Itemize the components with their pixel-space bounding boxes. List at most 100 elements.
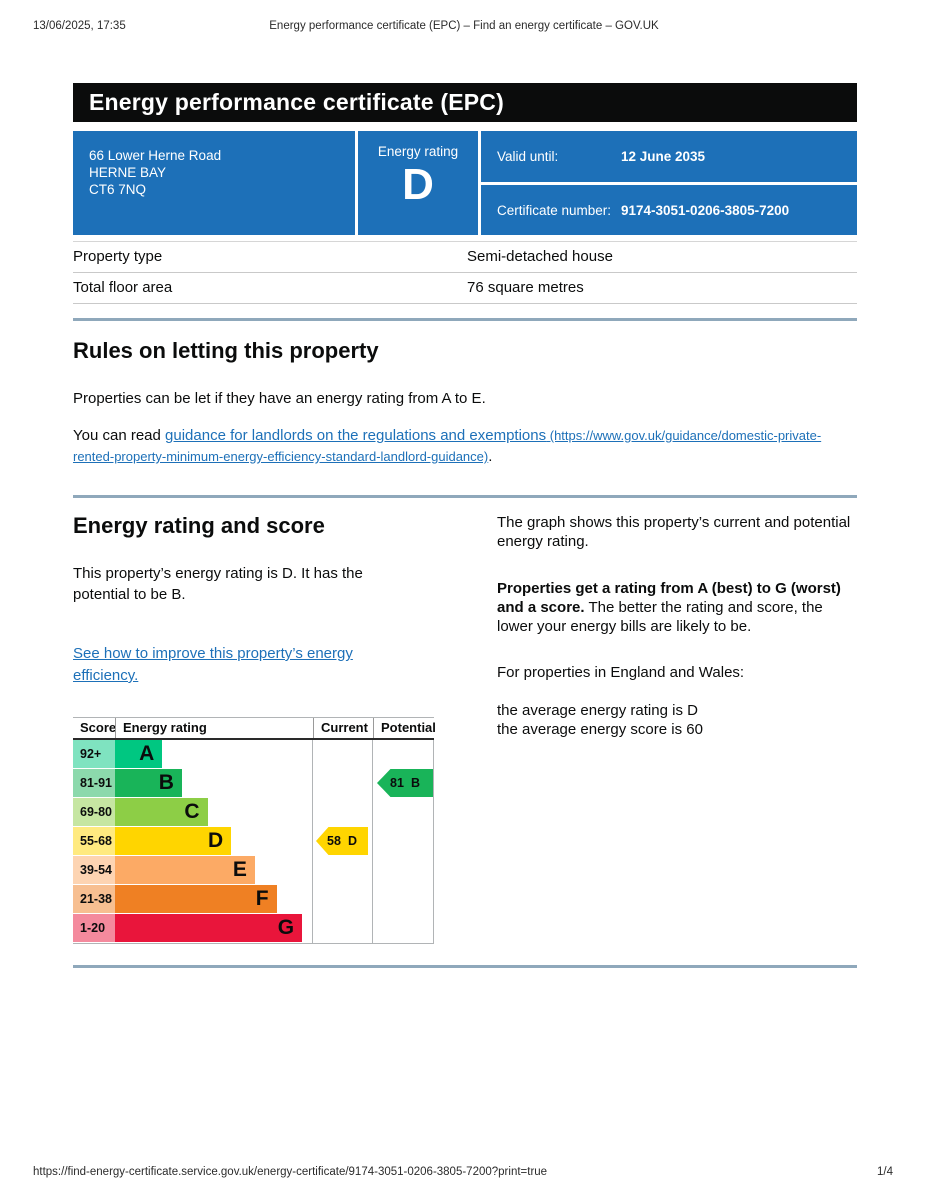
table-row: Property type Semi-detached house: [73, 241, 857, 273]
band-bar: A: [115, 740, 163, 768]
score-range: 92+: [73, 740, 115, 768]
score-range: 1-20: [73, 914, 115, 942]
average-rating-line: the average energy rating is D: [497, 702, 698, 719]
current-cell: [313, 914, 373, 943]
print-footer-url: https://find-energy-certificate.service.…: [33, 1166, 548, 1178]
band-row-g: 1-20 G: [73, 914, 434, 943]
current-cell: [313, 856, 373, 885]
rules-section-heading: Rules on letting this property: [73, 338, 379, 363]
energy-rating-section: Energy rating and score This property’s …: [73, 513, 857, 944]
guidance-prefix-text: You can read: [73, 427, 166, 444]
band-bar: G: [115, 914, 303, 942]
floor-area-value: 76 square metres: [467, 279, 584, 296]
improve-link-paragraph: See how to improve this property’s energ…: [73, 643, 383, 687]
england-wales-text: For properties in England and Wales:: [497, 664, 745, 681]
potential-cell: [373, 798, 434, 827]
band-row-f: 21-38 F: [73, 885, 434, 914]
print-header: 13/06/2025, 17:35 Energy performance cer…: [33, 20, 895, 34]
band-bar: F: [115, 885, 277, 913]
address-line-3: CT6 7NQ: [89, 182, 147, 197]
chart-body: 92+ A 81-91 B 81 B 69-80 C: [73, 740, 434, 944]
print-datetime: 13/06/2025, 17:35: [33, 20, 126, 32]
section-divider: [73, 965, 857, 968]
section-divider: [73, 495, 857, 498]
rating-explain-rest: The better the rating and score, the low…: [497, 599, 823, 635]
current-score: 58: [327, 834, 341, 848]
potential-cell: [373, 885, 434, 914]
band-bar: B: [115, 769, 182, 797]
band-row-b: 81-91 B 81 B: [73, 769, 434, 798]
current-cell: [313, 769, 373, 798]
rating-section-heading: Energy rating and score: [73, 513, 325, 538]
score-range: 81-91: [73, 769, 115, 797]
certificate-summary-panel: 66 Lower Herne Road HERNE BAY CT6 7NQ En…: [73, 131, 857, 235]
rating-left-column: Energy rating and score This property’s …: [73, 513, 463, 944]
energy-rating-badge: Energy rating D: [358, 131, 478, 235]
epc-banner: Energy performance certificate (EPC): [73, 83, 857, 122]
current-cell: [313, 740, 373, 769]
current-cell: 58 D: [313, 827, 373, 856]
potential-cell: [373, 914, 434, 943]
energy-rating-label: Energy rating: [377, 144, 459, 159]
band-bar-cell: G: [115, 914, 313, 943]
graph-intro-text: The graph shows this property’s current …: [497, 514, 851, 550]
band-bar-cell: B: [115, 769, 313, 798]
improve-efficiency-link[interactable]: See how to improve this property’s energ…: [73, 645, 353, 684]
valid-until-label: Valid until:: [497, 149, 559, 164]
valid-until-value: 12 June 2035: [621, 149, 706, 164]
property-type-label: Property type: [73, 248, 163, 265]
potential-cell: 81 B: [373, 769, 434, 798]
current-cell: [313, 798, 373, 827]
epc-banner-title: Energy performance certificate (EPC): [89, 89, 504, 115]
floor-area-label: Total floor area: [73, 279, 173, 296]
address-line-1: 66 Lower Herne Road: [89, 148, 222, 163]
landlord-guidance-link[interactable]: guidance for landlords on the regulation…: [73, 427, 821, 465]
potential-score: 81: [390, 776, 404, 790]
potential-cell: [373, 856, 434, 885]
band-row-e: 39-54 E: [73, 856, 434, 885]
rating-explain-text: Properties get a rating from A (best) to…: [497, 579, 857, 636]
potential-cell: [373, 827, 434, 856]
landlord-guidance-link-text: guidance for landlords on the regulation…: [165, 427, 547, 444]
rating-right-column: The graph shows this property’s current …: [497, 513, 857, 739]
property-type-value: Semi-detached house: [467, 248, 613, 265]
chart-header-row: Score Energy rating Current Potential: [73, 717, 436, 740]
potential-rating-arrow: 81 B: [377, 769, 433, 797]
band-bar-cell: C: [115, 798, 313, 827]
current-letter: D: [347, 834, 357, 848]
band-bar-cell: F: [115, 885, 313, 914]
score-range: 39-54: [73, 856, 115, 884]
score-range: 21-38: [73, 885, 115, 913]
potential-letter: B: [410, 776, 420, 790]
band-bar: C: [115, 798, 208, 826]
section-divider: [73, 318, 857, 321]
rating-intro-text: This property’s energy rating is D. It h…: [73, 565, 363, 603]
band-row-c: 69-80 C: [73, 798, 434, 827]
chart-col-header-score: Score: [80, 720, 117, 735]
band-bar-cell: D: [115, 827, 313, 856]
chart-col-header-potential: Potential: [373, 718, 436, 738]
chart-col-header-energy-rating: Energy rating: [115, 718, 313, 738]
band-row-a: 92+ A: [73, 740, 434, 769]
landlord-guidance-link-url: (https://www.gov.uk/guidance/domestic-pr…: [73, 428, 822, 464]
average-score-line: the average energy score is 60: [497, 721, 703, 738]
rating-explain-bold: Properties get a rating from A (best) to…: [497, 580, 841, 616]
property-address: 66 Lower Herne Road HERNE BAY CT6 7NQ: [73, 131, 355, 235]
band-row-d: 55-68 D 58 D: [73, 827, 434, 856]
table-row: Total floor area 76 square metres: [73, 273, 857, 304]
score-range: 55-68: [73, 827, 115, 855]
score-range: 69-80: [73, 798, 115, 826]
letting-rules-text: Properties can be let if they have an en…: [73, 390, 486, 407]
print-page-title: Energy performance certificate (EPC) – F…: [269, 20, 659, 32]
energy-rating-value: D: [402, 160, 434, 209]
valid-until-row: Valid until: 12 June 2035: [481, 131, 857, 182]
band-bar-cell: A: [115, 740, 313, 769]
epc-rating-chart: Score Energy rating Current Potential 92…: [73, 717, 436, 944]
current-rating-arrow: 58 D: [316, 827, 368, 855]
band-bar: E: [115, 856, 255, 884]
certificate-page: Energy performance certificate (EPC) 66 …: [73, 83, 857, 968]
band-bar: D: [115, 827, 232, 855]
address-line-2: HERNE BAY: [89, 165, 167, 180]
certificate-number-row: Certificate number: 9174-3051-0206-3805-…: [481, 185, 857, 235]
band-bar-cell: E: [115, 856, 313, 885]
